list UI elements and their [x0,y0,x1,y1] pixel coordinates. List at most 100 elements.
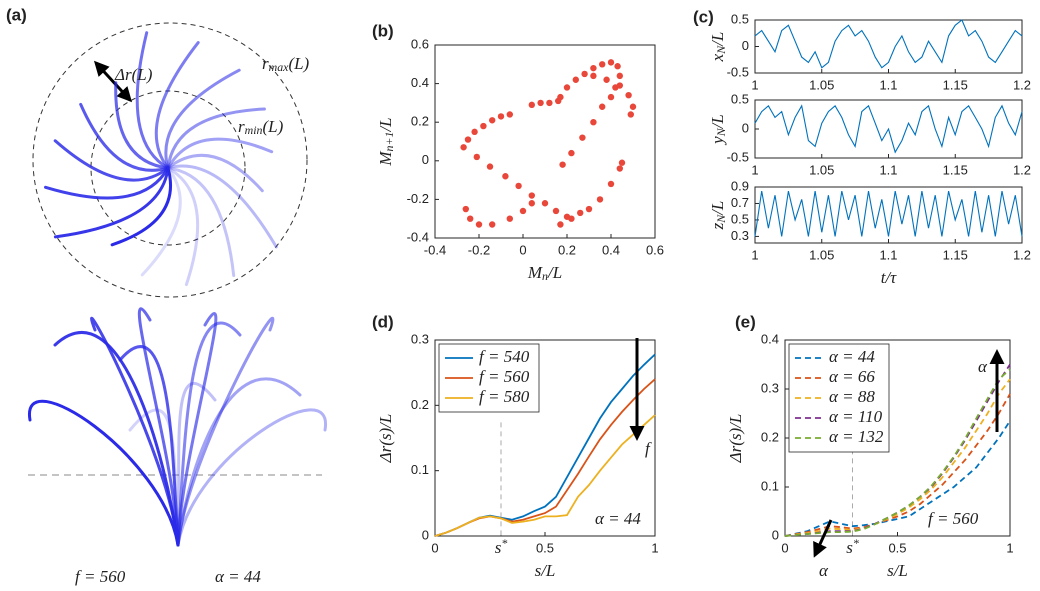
y-axis-label: zN/L [708,201,728,231]
point [489,117,496,124]
x-tick-label: 1 [651,540,658,555]
point [581,70,588,78]
param-label: α = 44 [215,567,261,586]
legend-label: f = 580 [479,387,530,406]
x-tick-label: 1.15 [943,162,968,177]
filament [164,68,241,170]
filament [114,81,170,170]
x-tick-label: s* [495,536,508,557]
filament [110,166,173,247]
y-tick-label: 0.1 [411,462,429,477]
y-tick-label: 0.4 [411,75,429,90]
point [563,84,571,91]
y-tick-label: 0.3 [731,228,749,243]
legend-label: f = 560 [479,367,530,386]
y-tick-label: -0.5 [727,64,749,79]
filament [53,166,170,239]
x-tick-label: 0.5 [888,540,906,555]
annotation: α = 44 [595,509,641,528]
series-line [434,414,656,537]
filament [166,164,278,249]
x-tick-label: 1.05 [809,162,834,177]
point [541,200,549,207]
x-tick-label: 0 [519,242,526,257]
x-tick-label: s* [846,536,859,557]
point [616,82,623,89]
x-tick-label-sup: * [853,536,859,550]
point [607,59,615,66]
point [614,63,621,70]
y-tick-label: 0.4 [761,331,779,346]
y-axis-label-sub: N [714,127,728,137]
point [546,99,553,107]
point [616,165,623,172]
y-tick-label: 0.5 [731,211,749,226]
x-tick-label: 0 [781,540,788,555]
outer-circle [32,22,308,298]
filament [140,166,182,277]
y-tick-label: 0.2 [761,429,779,444]
legend-label: α = 110 [829,407,883,426]
filament [176,408,327,547]
r-min-label-part: (L) [262,117,283,136]
point [467,215,474,222]
y-axis-label-sub: N [714,45,728,55]
point [489,221,496,228]
x-tick-label: 1.15 [943,77,968,92]
point [537,99,544,107]
delta-r-label: Δr(L) [114,65,153,84]
x-tick-label: 1.1 [879,162,897,177]
filament [166,107,266,170]
series-line [784,378,1011,537]
filament [166,166,236,277]
y-tick-label: 0.5 [731,91,749,106]
filament [137,307,180,547]
point [460,144,467,151]
y-tick-label: 0 [422,527,429,542]
filament [166,137,274,170]
point [475,221,483,228]
point [480,122,487,130]
point [585,205,593,213]
x-tick-label: 1 [751,247,758,262]
point [559,161,566,168]
y-tick-label: 0.6 [411,36,429,51]
y-axis-label-part: y [708,136,727,146]
panel-label: (b) [372,21,394,40]
panel-label: (a) [6,5,27,24]
x-tick-label: 1 [751,162,758,177]
point [557,221,564,228]
point [552,207,560,215]
point [590,72,597,80]
series-line [784,368,1011,537]
y-axis-label-part: z [708,222,727,230]
point [464,136,472,143]
y-tick-label: -0.5 [727,149,749,164]
x-tick-label-part: s [846,538,853,557]
filament [53,139,170,182]
filament [176,316,275,547]
r-max-label: rmax(L) [262,54,310,74]
series-line [754,190,1023,237]
r-max-label-part: r [262,54,269,73]
point [502,173,509,180]
axes-box [434,44,656,239]
y-axis-label: Δr(s)/L [726,414,745,464]
r-min-label: rmin(L) [238,117,284,137]
filament [166,166,200,287]
y-tick-label: 0.5 [731,11,749,26]
annotation-arrow [813,519,833,558]
x-axis-label-part: M [527,263,543,282]
point [506,215,513,222]
legend-label: α = 66 [829,367,875,386]
y-axis-label-sub: N [714,214,728,224]
filament [176,381,217,547]
y-axis-label: yN/L [708,114,728,146]
x-tick-label-part: s [495,538,502,557]
point [568,149,575,157]
x-tick-label: 0.2 [558,242,576,257]
y-axis-label: Δr(s)/L [376,414,395,464]
point [486,163,494,170]
point [528,192,535,199]
point [577,209,584,217]
